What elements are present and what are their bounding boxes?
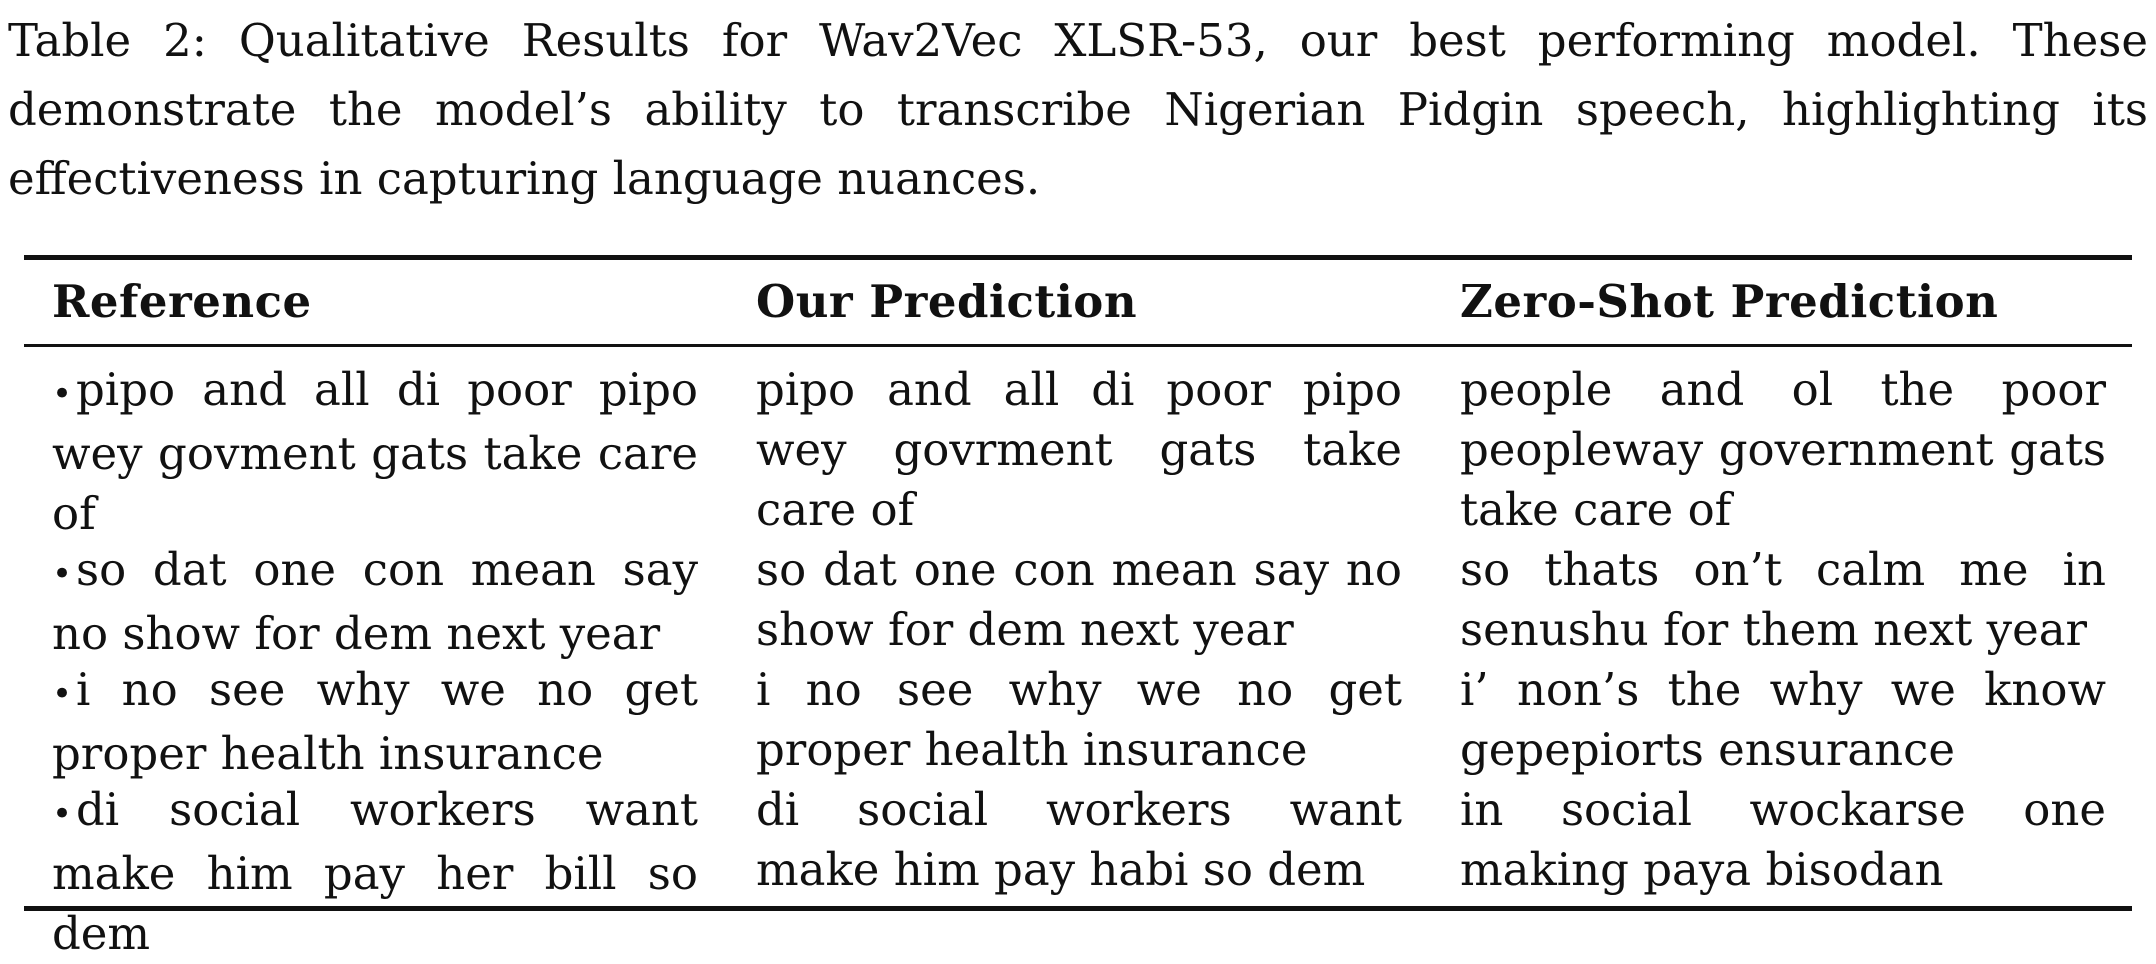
table-row: • so dat one con mean say no show for dem… bbox=[0, 540, 2156, 660]
bullet-marker: • bbox=[52, 374, 73, 414]
header-our-prediction: Our Prediction bbox=[756, 275, 1138, 328]
header-reference: Reference bbox=[52, 275, 312, 328]
cell-our-prediction: di social workers want make him pay habi… bbox=[756, 783, 1402, 896]
table-body: •pipo and all di poor pipo wey govment g… bbox=[0, 360, 2156, 960]
table-row: •di social workers want make him pay her… bbox=[0, 780, 2156, 960]
table-row: •pipo and all di poor pipo wey govment g… bbox=[0, 360, 2156, 540]
table-header-rule bbox=[24, 344, 2132, 347]
cell-reference: •so dat one con mean say no show for dem… bbox=[52, 543, 698, 660]
cell-zero-shot-prediction: in social wockarse one making paya bisod… bbox=[1460, 783, 2106, 896]
cell-reference: •pipo and all di poor pipo wey govment g… bbox=[52, 363, 698, 540]
cell-our-prediction: pipo and all di poor pipo wey govrment g… bbox=[756, 363, 1402, 536]
bullet-marker: • bbox=[52, 794, 73, 834]
table-caption: Table 2: Qualitative Results for Wav2Vec… bbox=[8, 14, 2148, 205]
cell-reference: •di social workers want make him pay her… bbox=[52, 783, 698, 960]
bullet-marker: • bbox=[52, 554, 73, 594]
bullet-marker: • bbox=[52, 674, 73, 714]
cell-zero-shot-prediction: i’ non’s the why we know gepepiorts ensu… bbox=[1460, 663, 2106, 776]
cell-reference: •i no see why we no get proper health in… bbox=[52, 663, 698, 780]
table-row: • i no see why we no get proper health in… bbox=[0, 660, 2156, 780]
cell-zero-shot-prediction: people and ol the poor peopleway governm… bbox=[1460, 363, 2106, 536]
cell-zero-shot-prediction: so thats on’t calm me in senushu for the… bbox=[1460, 543, 2106, 656]
table-top-rule bbox=[24, 255, 2132, 260]
table-bottom-rule bbox=[24, 906, 2132, 911]
cell-our-prediction: so dat one con mean say no show for dem … bbox=[756, 543, 1402, 656]
header-zero-shot-prediction: Zero-Shot Prediction bbox=[1460, 275, 1999, 328]
cell-our-prediction: i no see why we no get proper health ins… bbox=[756, 663, 1402, 776]
